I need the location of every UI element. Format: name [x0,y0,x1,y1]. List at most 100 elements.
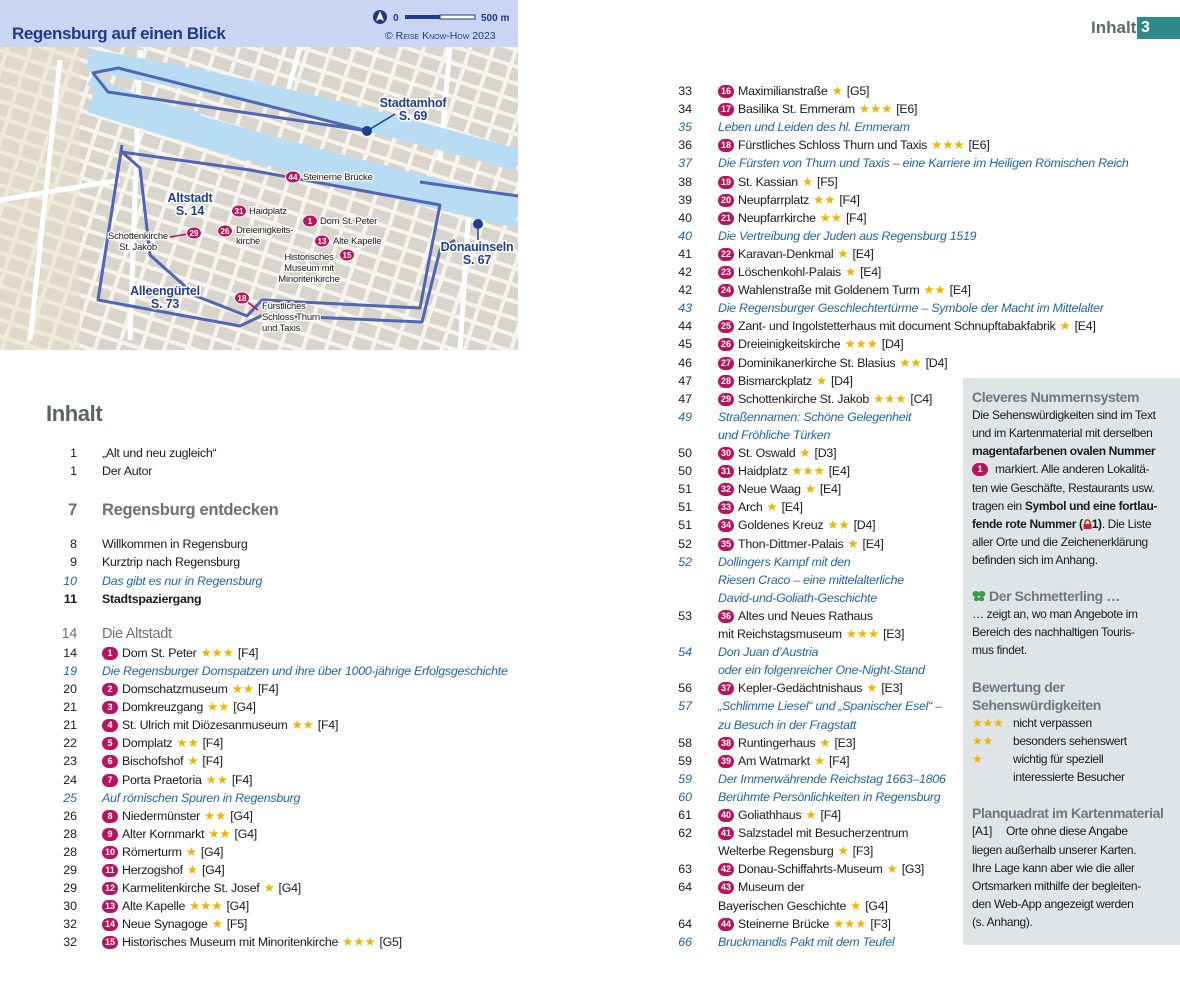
toc-page: 40 [678,210,692,225]
sidebar-text: [A1] [972,824,992,839]
number-badge: 26 [718,338,734,352]
district-label: Stadtamhof [380,96,448,110]
toc-entry: 34 Goldenes Kreuz ★★ [D4] [718,516,876,534]
toc-entry: und Fröhliche Türken [718,426,830,444]
sidebar-line: Die Sehenswürdigkeiten sind im Text [972,406,1156,424]
entry-text: Die Altstadt [102,625,172,642]
entry-text: Domplatz [122,736,173,751]
sight-label: Historisches [284,252,334,263]
scale-bar [405,15,440,19]
toc-entry: 29 Schottenkirche St. Jakob ★★★ [C4] [718,390,932,408]
entry-text: Riesen Craco – eine mittelalterliche [718,572,904,587]
number-badge: 13 [102,900,118,914]
entry-text: Salzstadel mit Besucherzentrum [738,826,909,841]
toc-entry: 25 Zant- und Ingolstetterhaus mit documen… [718,317,1096,335]
entry-text: Herzogshof [122,863,183,877]
map-badge-number: 1 [308,217,313,226]
toc-page: 63 [678,862,692,877]
entry-text: Das gibt es nur in Regensburg [102,573,263,588]
number-badge: 17 [718,103,734,117]
toc-page: 32 [63,935,77,950]
toc-page: 56 [678,681,692,696]
district-label: S. 73 [151,297,179,311]
toc-entry: 20 Neupfarrplatz ★★ [F4] [718,191,860,209]
toc-page: 37 [678,156,692,171]
entry-text: Dreieinigkeitskirche [738,337,841,352]
toc-page: 14 [61,625,77,642]
entry-text: Römerturm [122,844,182,859]
number-badge: 2 [102,683,118,696]
grid-ref: [E4] [852,246,874,261]
grid-ref: [G4] [278,881,302,896]
sidebar-line: ten wie Geschäfte, Restaurants usw. [972,479,1155,497]
map-badge [302,214,318,228]
toc-page: 50 [678,446,692,460]
toc-entry: Das gibt es nur in Regensburg [102,572,262,590]
number-badge: 18 [718,139,734,153]
rating-stars: ★★ [923,283,946,298]
sidebar-line: (s. Anhang). [972,913,1033,931]
sidebar-text: Die Sehenswürdigkeiten sind im Text [972,408,1156,423]
toc-entry: 8 Niedermünster ★★ [G4] [102,807,253,825]
toc-entry: 13 Alte Kapelle ★★★ [G4] [102,897,249,915]
toc-page: 29 [63,881,77,896]
toc-entry: 26 Dreieinigkeitskirche ★★★ [D4] [718,335,904,353]
toc-entry: David-und-Goliath-Geschichte [718,589,877,607]
entry-text: Die Regensburger Geschlechtertürme – Sym… [718,301,1104,316]
grid-ref: [G4] [226,899,249,914]
entry-text: „Alt und neu zugleich“ [102,446,217,460]
toc-entry: 40 Goliathhaus ★ [F4] [718,806,841,824]
entry-text: mit Reichstagsmuseum [718,627,842,641]
sidebar-text: mus findet. [972,643,1027,658]
rating-stars: ★ [837,844,849,859]
sidebar-text: ) [1098,516,1102,531]
grid-ref: [F4] [839,192,860,207]
entry-text: Steinerne Brücke [738,916,830,931]
rating-stars: ★ [850,898,862,913]
rating-stars: ★★ [207,700,230,715]
toc-page: 64 [678,880,692,895]
map-badge-number: 13 [318,237,327,246]
toc-entry: Welterbe Regensburg ★ [F3] [718,842,873,860]
scale-start: 0 [393,13,399,24]
number-badge: 42 [718,863,734,877]
toc-entry: 2 Domschatzmuseum ★★ [F4] [102,680,279,698]
toc-entry: Stadtspaziergang [102,590,202,608]
number-badge: 24 [718,284,734,298]
map-badge [231,204,247,218]
entry-text: Arch [738,500,763,515]
entry-text: Karmelitenkirche St. Josef [122,881,260,896]
rating-stars: ★ [799,446,811,460]
number-badge: 38 [718,736,734,750]
heading-text: Planquadrat im Kartenmaterial [972,805,1164,822]
number-badge: 32 [718,483,734,497]
toc-page: 10 [63,573,77,588]
grid-ref: [G4] [233,700,256,715]
toc-entry: Der Autor [102,462,152,480]
grid-ref: [F5] [226,917,248,932]
number-badge: 14 [102,918,118,932]
toc-page: 51 [678,518,692,533]
district-label: S. 14 [176,204,204,218]
toc-entry: Die Vertreibung der Juden aus Regensburg… [718,227,977,245]
entry-text: Die Regensburger Domspatzen und ihre übe… [102,663,508,678]
toc-entry: Kurztrip nach Regensburg [102,553,240,571]
toc-page: 29 [63,863,77,877]
entry-text: Alte Kapelle [122,899,186,914]
rating-stars: ★★★ [972,715,1004,730]
toc-page: 9 [70,555,77,570]
sidebar-line: 1 markiert. Alle anderen Lokalitä- [972,460,1150,478]
entry-text: Karavan-Denkmal [738,246,834,261]
toc-entry: 30 St. Oswald ★ [D3] [718,444,837,462]
rating-stars: ★★ [205,772,228,787]
sight-label: Haidplatz [249,206,287,217]
grid-ref: [F4] [202,736,224,751]
grid-ref: [F4] [845,210,867,225]
entry-text: Regensburg entdecken [102,501,279,520]
sidebar-text: . Die Liste [1101,516,1152,531]
sidebar-line: magentafarbenen ovalen Nummer [972,442,1156,460]
rating-stars: ★★★ [845,627,880,641]
toc-page: 42 [678,283,692,298]
toc-page: 11 [63,591,77,606]
sight-label: Dreieinigkeits- [236,225,293,236]
